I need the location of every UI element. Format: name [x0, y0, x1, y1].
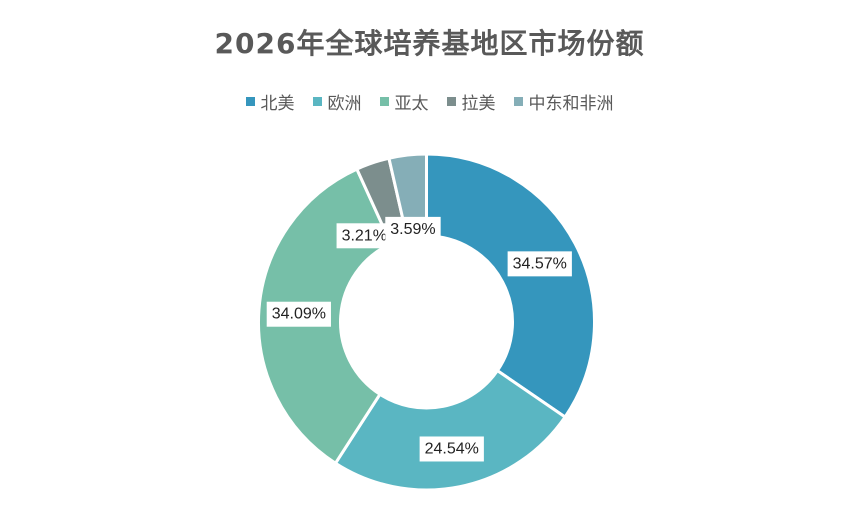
donut-data-labels: 34.57% 24.54% 34.09% 3.21% 3.59%: [266, 216, 572, 462]
data-label: 3.59%: [385, 216, 441, 242]
legend-item: 拉美: [446, 89, 496, 114]
legend-item: 北美: [245, 89, 295, 114]
legend-item: 亚太: [379, 89, 429, 114]
data-label: 34.57%: [507, 251, 572, 277]
legend-swatch: [379, 97, 389, 106]
data-label-text: 34.57%: [513, 255, 567, 272]
legend-label: 亚太: [394, 94, 429, 114]
legend-swatch: [446, 97, 456, 106]
data-label-box: [336, 223, 392, 249]
data-label-box: [266, 301, 331, 327]
donut-slice: [333, 368, 568, 492]
data-label: 3.21%: [336, 223, 392, 249]
legend-swatch: [245, 97, 255, 106]
donut-slices: [257, 152, 596, 492]
data-label-text: 34.09%: [272, 306, 326, 323]
data-label-box: [385, 216, 441, 242]
data-label-text: 24.54%: [425, 440, 479, 457]
donut-slice: [425, 152, 596, 420]
legend-label: 欧洲: [327, 94, 362, 114]
legend-swatch: [312, 97, 322, 106]
legend-swatch: [513, 97, 523, 106]
legend-label: 北美: [260, 94, 295, 114]
data-label: 34.09%: [266, 301, 331, 327]
data-label-text: 3.21%: [342, 227, 387, 244]
data-label-text: 3.59%: [390, 221, 435, 238]
chart-legend: 北美 欧洲 亚太 拉美 中东和非洲: [0, 89, 859, 114]
data-label-box: [419, 436, 484, 462]
data-label: 24.54%: [419, 436, 484, 462]
legend-item: 欧洲: [312, 89, 362, 114]
legend-item: 中东和非洲: [513, 89, 614, 114]
legend-label: 拉美: [461, 94, 496, 114]
data-label-box: [507, 251, 572, 277]
chart-title: 2026年全球培养基地区市场份额: [214, 27, 645, 60]
legend-label: 中东和非洲: [528, 94, 614, 114]
